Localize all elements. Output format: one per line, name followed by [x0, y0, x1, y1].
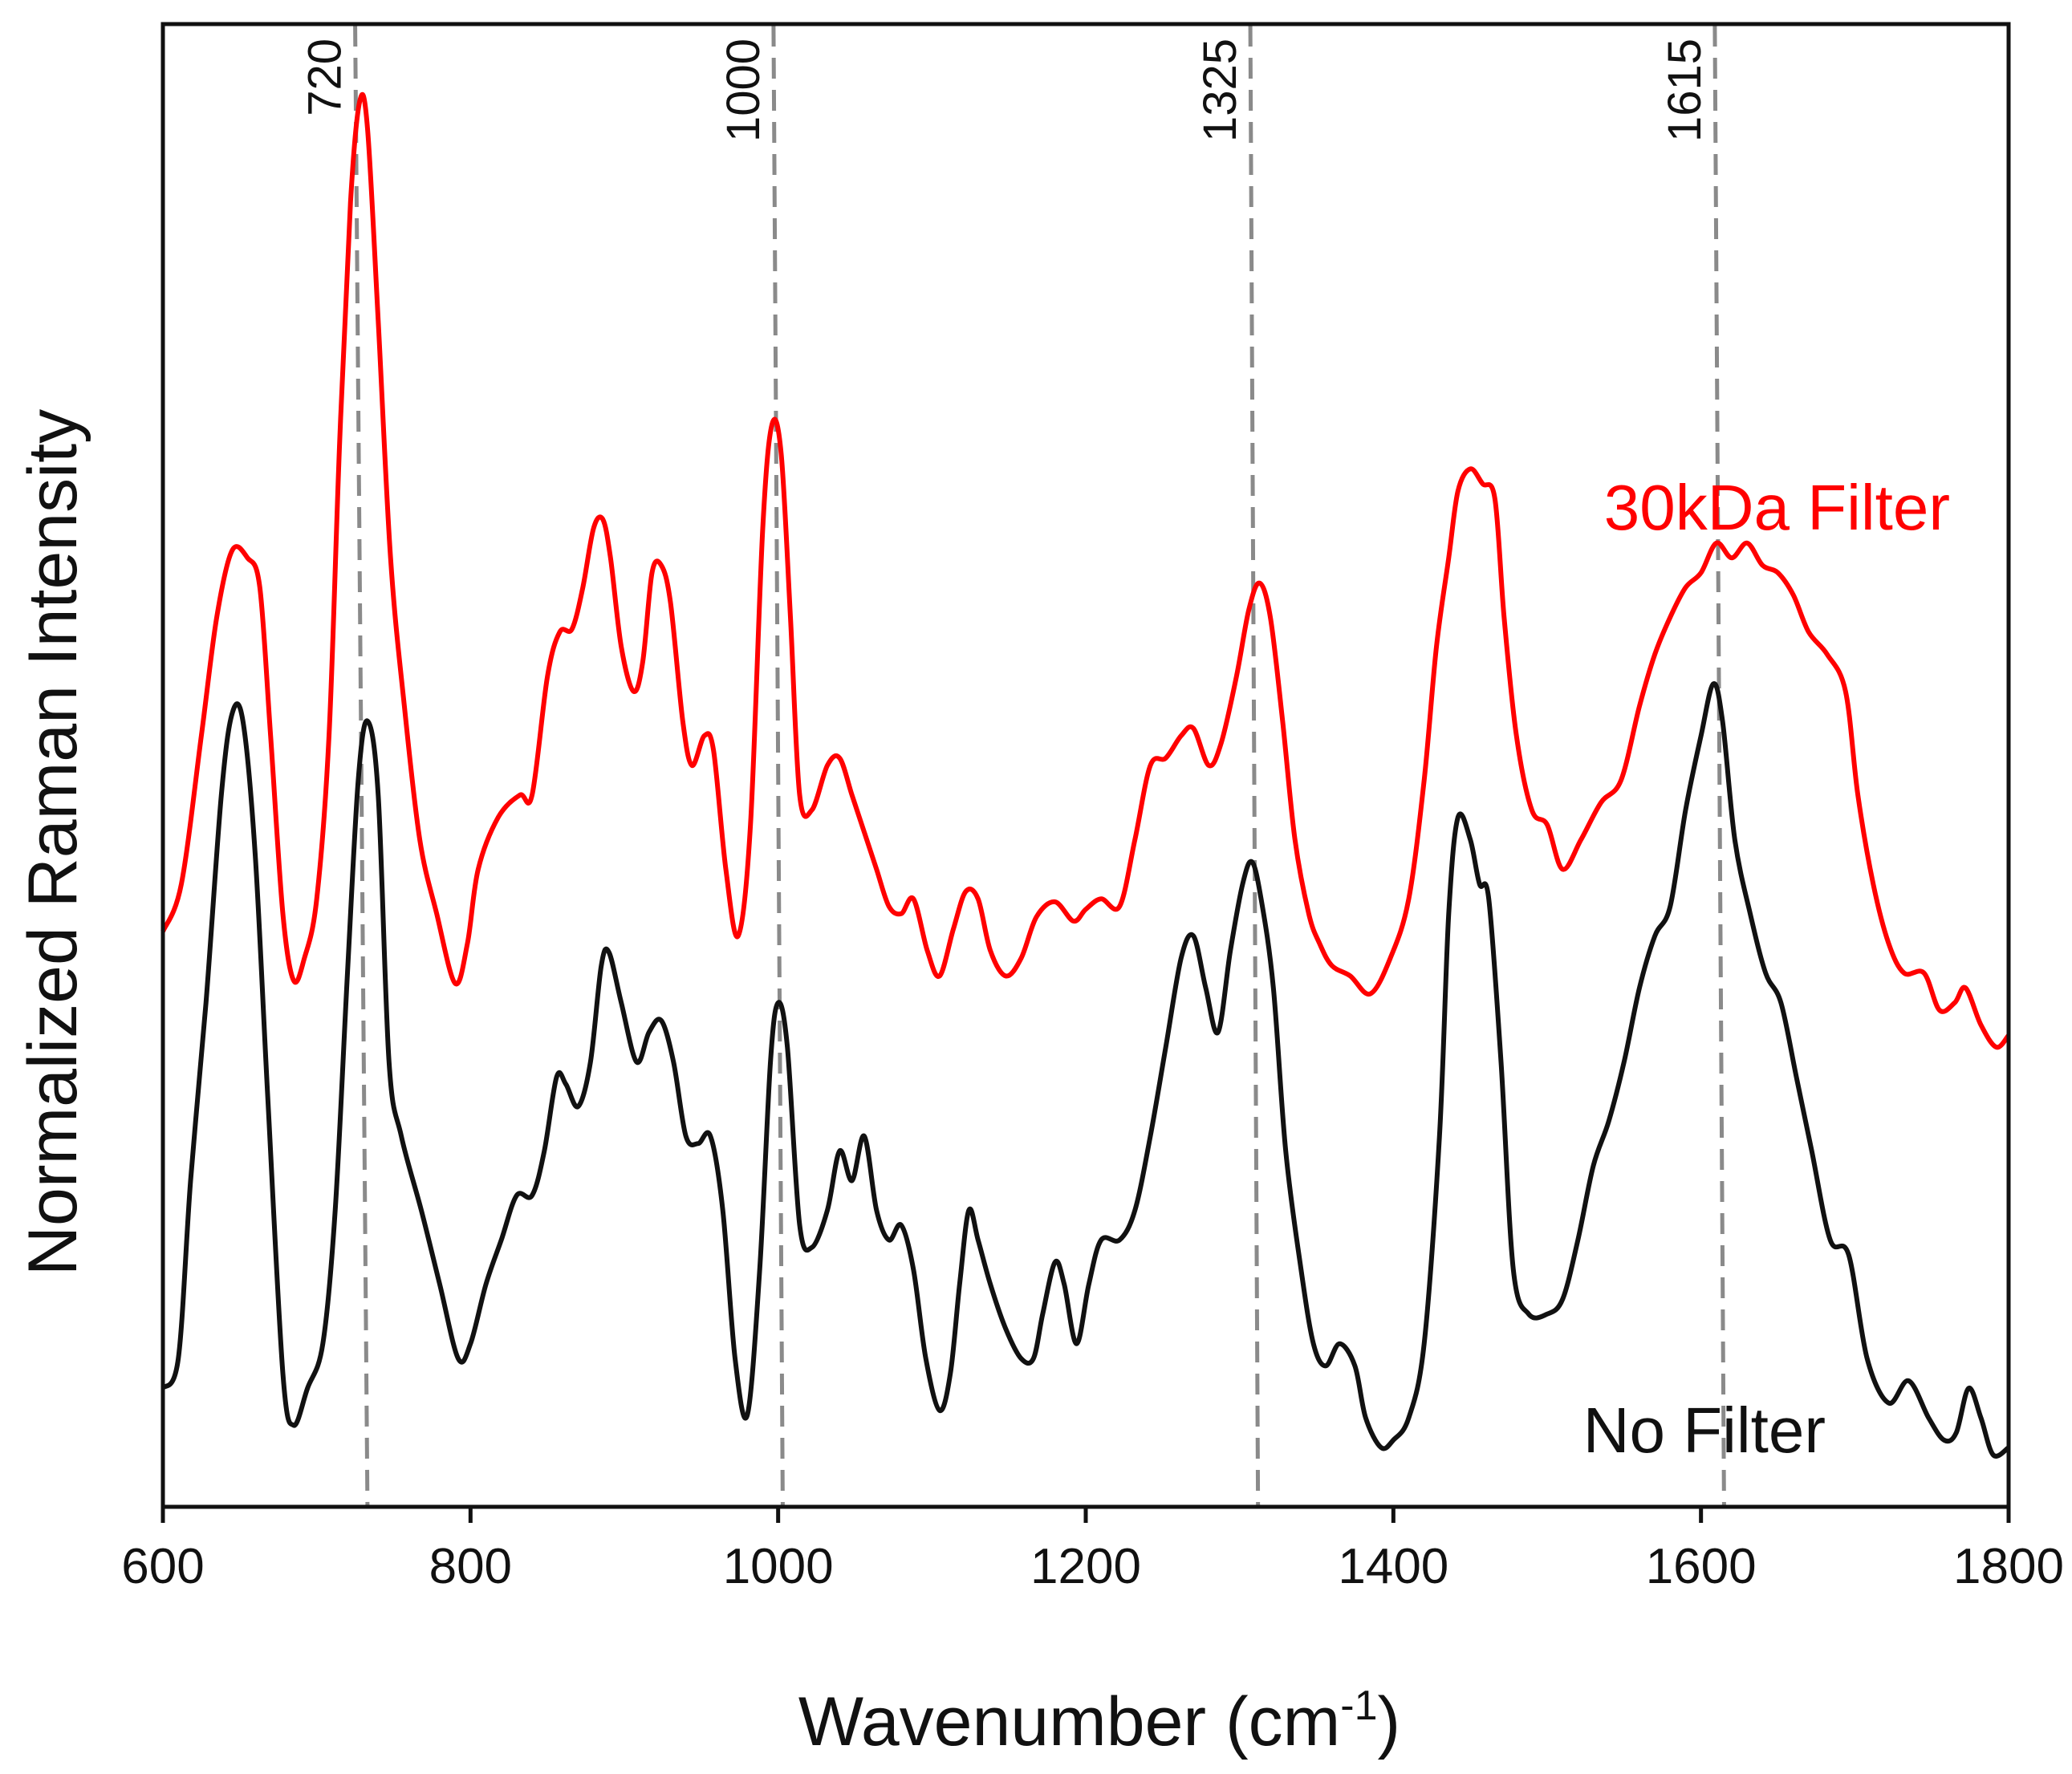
- x-tick-label: 1200: [1030, 1539, 1141, 1594]
- series-label-30kda-filter: 30kDa Filter: [1604, 472, 1950, 543]
- y-axis-title: Normalized Raman Intensity: [14, 409, 91, 1276]
- x-axis-title-close: ): [1378, 1683, 1401, 1760]
- x-axis-ticks: 600 800 1000 1200 1400 1600 1800: [121, 1507, 2064, 1594]
- reference-label-1615: 1615: [1659, 39, 1711, 142]
- series-layer: [160, 91, 2011, 1459]
- x-tick-label: 600: [121, 1539, 204, 1594]
- series-label-no-filter: No Filter: [1583, 1394, 1826, 1466]
- series-line-30kda-filter: [160, 91, 2011, 1050]
- x-axis-title: Wavenumber (cm-1): [798, 1683, 1400, 1760]
- x-tick-label: 800: [429, 1539, 512, 1594]
- x-tick-label: 1000: [723, 1539, 834, 1594]
- x-axis-title-superscript: -1: [1340, 1683, 1377, 1729]
- x-tick-label: 1600: [1646, 1539, 1757, 1594]
- x-tick-label: 1400: [1338, 1539, 1448, 1594]
- reference-line-1325: [1248, 25, 1261, 1508]
- x-axis-title-main: Wavenumber (cm: [798, 1683, 1340, 1760]
- reference-label-1000: 1000: [717, 39, 770, 142]
- reference-line-1000: [771, 25, 785, 1508]
- x-tick-label: 1800: [1953, 1539, 2064, 1594]
- series-line-no-filter: [160, 681, 2010, 1459]
- reference-label-1325: 1325: [1194, 39, 1246, 142]
- reference-label-720: 720: [299, 39, 351, 116]
- reference-lines: 720 1000 1325 1615: [299, 25, 1726, 1508]
- reference-line-1615: [1712, 25, 1726, 1508]
